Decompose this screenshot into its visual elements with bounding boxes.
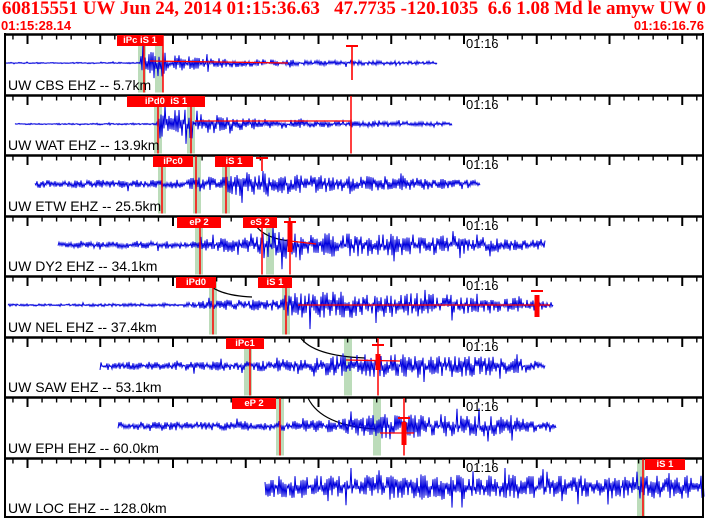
trace-panel-1[interactable]: iPc iS 1 01:16 UW CBS EHZ -- 5.7km: [0, 33, 707, 94]
seismogram-waveform: [34, 170, 481, 203]
pick-uncertainty-band: [637, 458, 645, 516]
pick-label-box[interactable]: iPc1: [226, 337, 264, 349]
seismogram-waveform: [117, 408, 557, 442]
trace-panel-7[interactable]: eP 2 01:16 UW EPH EHZ -- 60.0km: [0, 396, 707, 457]
pick-label-box[interactable]: eP 2: [232, 398, 276, 409]
seismogram-waveform: [264, 467, 705, 508]
trace-panel-4[interactable]: eP 2 eS 2 01:16 UW DY2 EHZ -- 34.1km: [0, 214, 707, 276]
pick-label-box[interactable]: eS 2: [243, 216, 277, 228]
pick-label-box[interactable]: iS 1: [258, 277, 292, 288]
trace-plot: [4, 456, 705, 516]
window-start-time: 01:15:28.14: [1, 18, 72, 33]
station-label: UW WAT EHZ -- 13.9km: [8, 137, 160, 153]
trace-panel-2[interactable]: iPd0 iS 1 01:16 UW WAT EHZ -- 13.9km: [0, 93, 707, 155]
time-tick-label: 01:16: [466, 157, 499, 172]
window-end-time: 01:16:16.76: [633, 18, 704, 33]
time-tick-label: 01:16: [466, 96, 499, 112]
trace-panel-3[interactable]: iPc0 iS 1 01:16 UW ETW EHZ -- 25.5km: [0, 154, 707, 215]
station-label: UW CBS EHZ -- 5.7km: [8, 76, 152, 93]
time-tick-label: 01:16: [466, 36, 499, 51]
trace-panel-8[interactable]: iS 1 01:16 UW LOC EHZ -- 128.0km: [0, 456, 707, 518]
bottom-border: [4, 515, 704, 518]
pick-label-box[interactable]: iPc iS 1: [117, 35, 163, 46]
seismogram-waveform: [99, 352, 546, 382]
time-tick-label: 01:16: [466, 459, 499, 475]
coda-line: [149, 60, 289, 64]
left-border: [3, 33, 6, 517]
trace-panel-6[interactable]: iPc1 01:16 UW SAW EHZ -- 53.1km: [0, 335, 707, 397]
station-label: UW NEL EHZ -- 37.4km: [8, 318, 157, 335]
station-label: UW SAW EHZ -- 53.1km: [8, 379, 162, 395]
trace-plot: [4, 335, 703, 395]
trace-panel-5[interactable]: iPd0 iS 1 01:16 UW NEL EHZ -- 37.4km: [0, 275, 707, 336]
station-label: UW ETW EHZ -- 25.5km: [8, 197, 162, 214]
time-tick-label: 01:16: [466, 399, 499, 414]
moveout-curve: [299, 336, 366, 359]
station-label: UW EPH EHZ -- 60.0km: [8, 439, 159, 456]
time-tick-label: 01:16: [466, 278, 499, 293]
trace-plot: [4, 33, 703, 93]
pick-label-box[interactable]: iPd0: [176, 277, 216, 288]
seismogram-waveform: [7, 289, 554, 330]
coda-line: [289, 239, 317, 245]
trace-plot: [4, 93, 703, 153]
coda-line: [345, 358, 401, 362]
pick-label-box[interactable]: iS 1: [215, 156, 253, 167]
seismogram-waveform: [4, 42, 438, 79]
trace-plot: [4, 214, 703, 274]
time-tick-label: 01:16: [466, 217, 499, 233]
pick-label-box[interactable]: iPd0 iS 1: [127, 95, 205, 107]
station-label: UW LOC EHZ -- 128.0km: [8, 500, 167, 516]
station-label: UW DY2 EHZ -- 34.1km: [8, 258, 158, 274]
event-header: 60815551 UW Jun 24, 2014 01:15:36.63 47.…: [2, 0, 707, 19]
time-tick-label: 01:16: [466, 338, 499, 354]
seismogram-waveform: [14, 104, 453, 144]
right-border: [701, 33, 704, 517]
pick-uncertainty-band: [244, 337, 252, 395]
pick-label-box[interactable]: eP 2: [177, 216, 221, 228]
pick-label-box[interactable]: iPc0: [153, 156, 193, 167]
pick-label-box[interactable]: iS 1: [645, 458, 685, 470]
trace-plot: [4, 396, 703, 456]
seismogram-waveform: [57, 226, 546, 269]
